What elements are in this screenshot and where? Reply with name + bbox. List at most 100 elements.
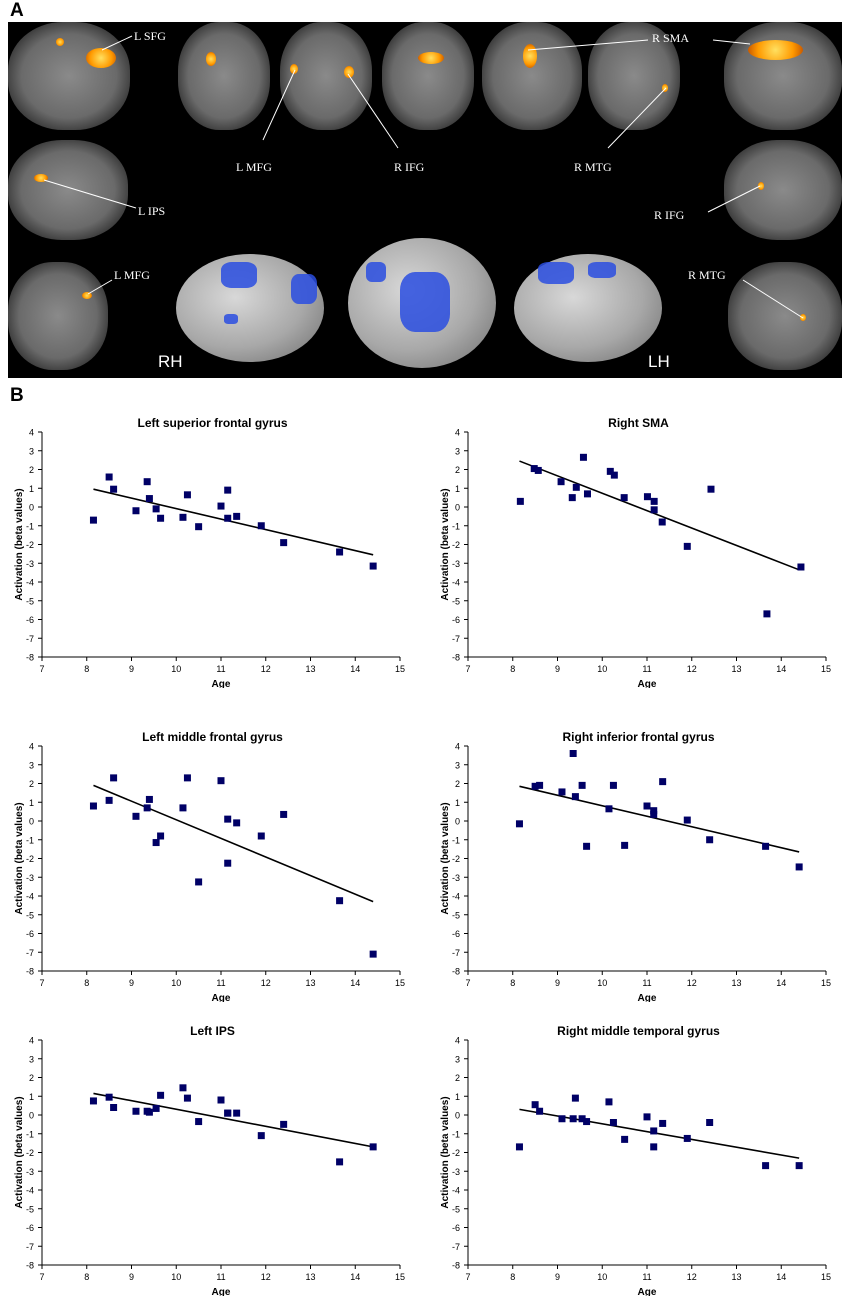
data-point <box>531 782 539 790</box>
data-point <box>610 471 618 479</box>
y-tick-label: -7 <box>452 948 460 958</box>
data-point <box>643 802 651 810</box>
y-tick-label: -7 <box>26 948 34 958</box>
y-tick-label: 2 <box>29 779 34 789</box>
data-point <box>530 465 538 473</box>
mri-sagittal-5 <box>8 262 108 370</box>
data-point <box>650 1143 658 1151</box>
y-tick-label: 0 <box>29 817 34 827</box>
data-point <box>105 1093 113 1101</box>
data-point <box>132 812 140 820</box>
panel-b-letter: B <box>10 385 24 406</box>
data-point <box>606 467 614 475</box>
x-tick-label: 8 <box>84 1272 89 1282</box>
chart-left-middle-frontal-gyrus: Left middle frontal gyrus 4 3 2 1 0 -1 -2 -3 -4 -5… <box>0 702 425 1002</box>
x-tick-label: 9 <box>555 664 560 674</box>
y-tick-label: -7 <box>452 634 460 644</box>
chart-title: Left superior frontal gyrus <box>137 416 288 430</box>
y-tick-label: 4 <box>455 1036 460 1046</box>
chart-title: Right inferior frontal gyrus <box>562 730 715 744</box>
x-tick-label: 15 <box>821 978 831 988</box>
x-tick-label: 7 <box>465 664 470 674</box>
data-point <box>132 1107 140 1115</box>
data-point <box>516 497 524 505</box>
data-point <box>143 804 151 812</box>
data-point <box>89 802 97 810</box>
y-tick-label: -2 <box>26 854 34 864</box>
data-point <box>105 473 113 481</box>
chart-right-inferior-frontal-gyrus: Right inferior frontal gyrus 4 3 2 1 0 -1 -2 -3-… <box>426 702 851 1002</box>
data-point <box>233 1109 241 1117</box>
y-tick-label: 3 <box>29 760 34 770</box>
y-tick-label: -4 <box>452 1186 460 1196</box>
data-point <box>763 610 771 618</box>
data-point <box>233 512 241 520</box>
data-point <box>531 1101 539 1109</box>
label-rh: RH <box>158 352 183 371</box>
y-tick-label: 2 <box>455 1073 460 1083</box>
y-axis-label: Activation (beta values) <box>440 488 451 600</box>
x-tick-label: 9 <box>129 1272 134 1282</box>
activation-blob <box>662 84 668 92</box>
y-tick-label: 1 <box>29 1092 34 1102</box>
x-tick-label: 12 <box>261 664 271 674</box>
data-point <box>110 774 118 782</box>
data-point <box>706 836 714 844</box>
y-tick-label: -8 <box>452 967 460 977</box>
activation-3d <box>588 262 616 278</box>
mri-coronal-5 <box>588 22 680 130</box>
y-tick-label: -7 <box>26 634 34 644</box>
y-tick-label: -3 <box>452 1167 460 1177</box>
y-tick-label: -3 <box>452 559 460 569</box>
data-point <box>105 796 113 804</box>
y-tick-label: -4 <box>26 892 34 902</box>
x-tick-label: 7 <box>39 978 44 988</box>
y-tick-label: -1 <box>26 521 34 531</box>
y-tick-label: 1 <box>29 798 34 808</box>
trend-line <box>93 784 374 903</box>
data-point <box>183 1094 191 1102</box>
label-l-ips: L IPS <box>138 204 166 218</box>
data-point <box>558 788 566 796</box>
y-axis-label: Activation (beta values) <box>440 1096 451 1208</box>
data-point <box>224 1109 232 1117</box>
label-lh: LH <box>648 352 670 371</box>
trend-line <box>519 460 800 571</box>
y-tick-label: 1 <box>455 798 460 808</box>
data-point <box>534 466 542 474</box>
x-tick-label: 11 <box>216 978 225 988</box>
mri-coronal-1 <box>178 22 270 130</box>
activation-3d <box>538 262 574 284</box>
data-point <box>152 1104 160 1112</box>
y-tick-label: -8 <box>26 653 34 663</box>
y-tick-label: -8 <box>452 653 460 663</box>
x-axis-label: Age <box>212 1287 231 1296</box>
activation-blob <box>86 48 116 68</box>
x-tick-label: 14 <box>776 664 786 674</box>
data-point <box>762 842 770 850</box>
x-tick-label: 13 <box>305 664 315 674</box>
data-point <box>795 1162 803 1170</box>
x-tick-label: 12 <box>261 978 271 988</box>
x-tick-label: 13 <box>305 978 315 988</box>
y-tick-label: -5 <box>452 596 460 606</box>
chart-title: Right middle temporal gyrus <box>557 1024 720 1038</box>
data-point <box>659 1119 667 1127</box>
x-tick-label: 15 <box>395 664 405 674</box>
x-tick-label: 11 <box>216 664 225 674</box>
data-point <box>89 1097 97 1105</box>
data-point <box>579 453 587 461</box>
y-tick-label: -7 <box>26 1242 34 1252</box>
data-point <box>157 832 165 840</box>
activation-blob <box>34 174 48 182</box>
y-tick-label: -4 <box>452 578 460 588</box>
x-tick-label: 12 <box>261 1272 271 1282</box>
data-point <box>515 820 523 828</box>
panel-a-letter: A <box>10 0 24 21</box>
data-point <box>650 810 658 818</box>
y-tick-label: -6 <box>26 1223 34 1233</box>
x-tick-label: 14 <box>776 1272 786 1282</box>
data-point <box>569 1115 577 1123</box>
trend-line <box>93 488 374 556</box>
x-tick-label: 11 <box>642 664 651 674</box>
